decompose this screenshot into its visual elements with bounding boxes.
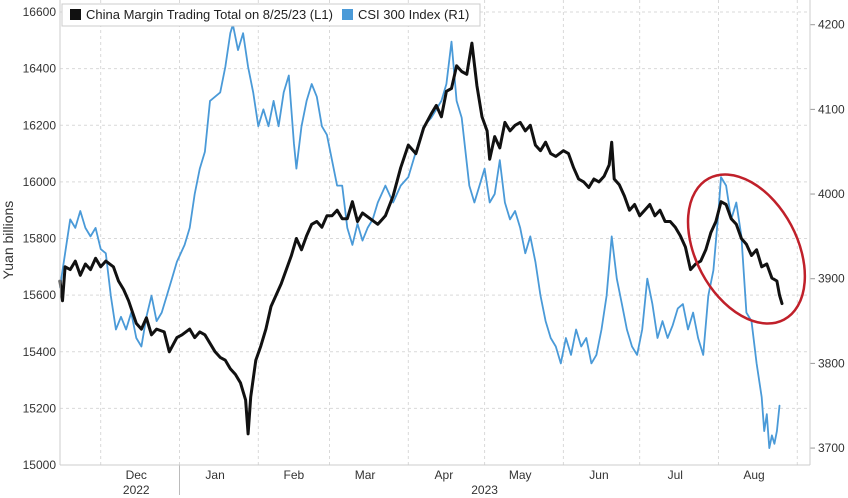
legend-swatch	[342, 9, 353, 20]
left-tick-label: 15200	[23, 401, 57, 415]
y-axis-label: Yuan billions	[0, 201, 16, 280]
legend: China Margin Trading Total on 8/25/23 (L…	[61, 3, 481, 27]
month-tick-label: May	[509, 468, 532, 482]
left-tick-label: 16200	[23, 118, 57, 132]
month-tick-label: Feb	[284, 468, 305, 482]
month-tick-label: Apr	[435, 468, 454, 482]
month-tick-label: Dec	[126, 468, 147, 482]
left-tick-label: 16000	[23, 175, 57, 189]
left-tick-label: 15400	[23, 345, 57, 359]
right-tick-label: 3700	[818, 441, 845, 455]
right-axis-ticks: 3700 3800 3900 4000 4100 4200	[810, 18, 845, 455]
series-lines	[58, 23, 784, 450]
x-axis-year-labels: 2022 2023	[123, 483, 498, 497]
month-tick-label: Jun	[589, 468, 608, 482]
month-tick-label: Jul	[668, 468, 683, 482]
legend-box	[61, 3, 481, 27]
month-tick-label: Mar	[355, 468, 376, 482]
left-tick-label: 16600	[23, 5, 57, 19]
left-axis-ticks: 15000 15200 15400 15600 15800 16000 16200 16400…	[23, 5, 57, 472]
legend-label: CSI 300 Index (R1)	[358, 7, 469, 22]
left-tick-label: 15800	[23, 232, 57, 246]
year-tick-label: 2022	[123, 483, 150, 497]
right-tick-label: 3800	[818, 356, 845, 370]
right-tick-label: 4100	[818, 102, 845, 116]
highlight-ellipse	[686, 173, 807, 325]
legend-swatch	[70, 9, 81, 20]
month-tick-label: Aug	[743, 468, 764, 482]
margin-trading-line	[58, 41, 784, 436]
csi300-line	[59, 23, 781, 450]
right-tick-label: 3900	[818, 272, 845, 286]
legend-label: China Margin Trading Total on 8/25/23 (L…	[86, 7, 333, 22]
plot-background	[60, 0, 810, 465]
month-tick-label: Jan	[205, 468, 224, 482]
right-tick-label: 4200	[818, 18, 845, 32]
year-tick-label: 2023	[471, 483, 498, 497]
right-tick-label: 4000	[818, 187, 845, 201]
left-tick-label: 15600	[23, 288, 57, 302]
left-tick-label: 15000	[23, 458, 57, 472]
x-axis-month-labels: Dec Jan Feb Mar Apr May Jun Jul Aug	[126, 468, 765, 482]
left-tick-label: 16400	[23, 62, 57, 76]
